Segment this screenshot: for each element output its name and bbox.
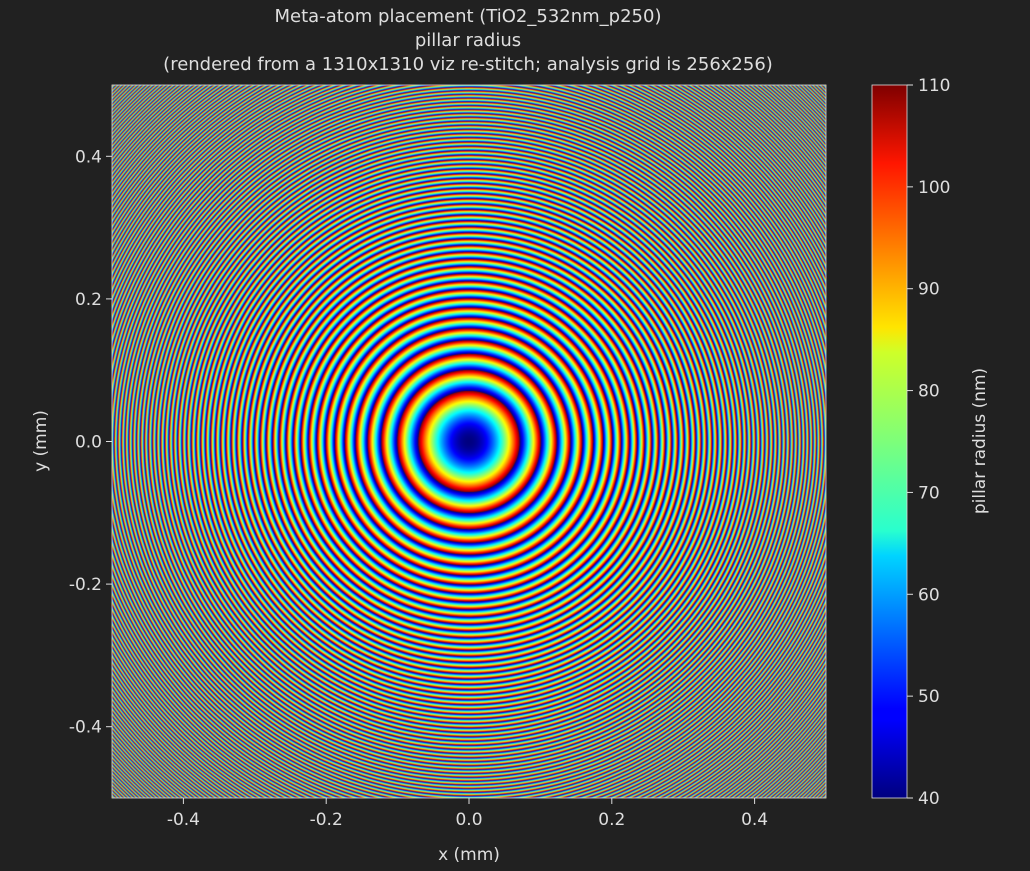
x-tick-label: -0.2: [310, 810, 343, 830]
y-axis-ticks: 0.4 0.2 0.0 -0.2 -0.4: [69, 147, 112, 738]
x-tick-label: 0.4: [741, 810, 768, 830]
colorbar-tick-label: 110: [918, 76, 950, 96]
colorbar-tick-label: 80: [918, 382, 940, 402]
chart-title-line-2: pillar radius: [415, 30, 521, 51]
x-tick-label: -0.4: [167, 810, 200, 830]
colorbar-tick-label: 70: [918, 483, 940, 503]
chart-title-line-3: (rendered from a 1310x1310 viz re-stitch…: [163, 54, 773, 75]
colorbar-tick-label: 50: [918, 687, 940, 707]
colorbar-ticks: 110 100 90 80 70 60 50 40: [907, 76, 950, 809]
x-tick-label: 0.0: [455, 810, 482, 830]
colorbar-tick-label: 100: [918, 178, 950, 198]
heatmap-container: [112, 85, 826, 798]
x-axis-ticks: -0.4 -0.2 0.0 0.2 0.4: [167, 798, 768, 830]
heatmap-image: [112, 85, 826, 798]
colorbar-tick-label: 90: [918, 280, 940, 300]
x-tick-label: 0.2: [598, 810, 625, 830]
y-tick-label: 0.0: [75, 433, 102, 453]
colorbar-label: pillar radius (nm): [970, 368, 990, 514]
colorbar: [871, 84, 908, 799]
y-tick-label: -0.2: [69, 575, 102, 595]
x-axis-label: x (mm): [438, 845, 500, 865]
colorbar-tick-label: 60: [918, 585, 940, 605]
y-axis-label: y (mm): [31, 410, 51, 472]
y-tick-label: 0.2: [75, 290, 102, 310]
chart-title-line-1: Meta-atom placement (TiO2_532nm_p250): [275, 6, 662, 27]
y-tick-label: 0.4: [75, 147, 102, 167]
colorbar-tick-label: 40: [918, 789, 940, 809]
y-tick-label: -0.4: [69, 718, 102, 738]
